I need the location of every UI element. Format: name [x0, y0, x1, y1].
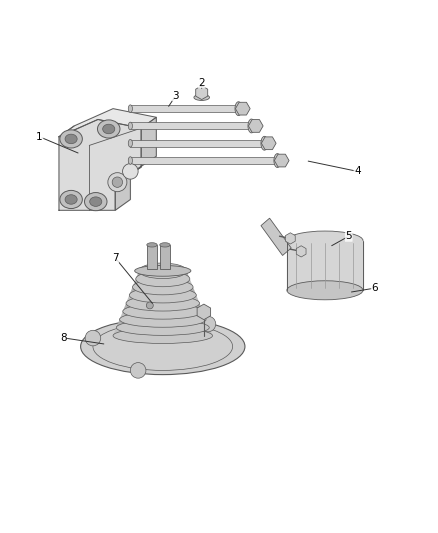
Polygon shape [286, 233, 295, 244]
Ellipse shape [113, 328, 212, 343]
Polygon shape [261, 218, 291, 255]
Ellipse shape [129, 287, 196, 303]
Polygon shape [248, 119, 263, 132]
Polygon shape [126, 295, 200, 303]
Text: 3: 3 [173, 91, 179, 101]
Polygon shape [197, 304, 211, 320]
Ellipse shape [194, 94, 209, 100]
Polygon shape [147, 245, 157, 269]
Ellipse shape [81, 318, 245, 375]
Text: 2: 2 [198, 78, 205, 88]
Polygon shape [296, 246, 306, 257]
Polygon shape [131, 157, 275, 164]
Ellipse shape [274, 154, 281, 167]
Polygon shape [120, 311, 206, 319]
Polygon shape [115, 117, 156, 211]
Polygon shape [196, 86, 208, 100]
Circle shape [200, 316, 216, 332]
Ellipse shape [102, 124, 115, 134]
Circle shape [131, 362, 146, 378]
Polygon shape [59, 109, 156, 137]
Ellipse shape [120, 312, 206, 327]
Circle shape [108, 173, 127, 192]
Polygon shape [123, 303, 203, 311]
Polygon shape [131, 105, 236, 112]
Ellipse shape [248, 119, 255, 133]
Polygon shape [236, 102, 250, 115]
Text: 6: 6 [371, 283, 378, 293]
Polygon shape [160, 245, 170, 269]
Polygon shape [129, 287, 196, 295]
Polygon shape [274, 154, 289, 167]
Ellipse shape [65, 195, 77, 204]
Polygon shape [131, 140, 262, 147]
Polygon shape [113, 328, 212, 336]
Ellipse shape [60, 190, 82, 208]
Polygon shape [136, 271, 190, 279]
Circle shape [85, 330, 101, 346]
Polygon shape [287, 240, 363, 290]
Polygon shape [117, 319, 209, 328]
Polygon shape [133, 279, 193, 287]
Ellipse shape [98, 120, 120, 138]
Text: 5: 5 [346, 231, 352, 241]
Ellipse shape [128, 105, 132, 112]
Ellipse shape [123, 304, 203, 319]
Ellipse shape [117, 320, 209, 335]
Text: 1: 1 [36, 132, 43, 142]
Ellipse shape [85, 192, 107, 211]
Polygon shape [261, 137, 276, 150]
Ellipse shape [133, 279, 193, 295]
Ellipse shape [134, 265, 191, 276]
Polygon shape [59, 119, 141, 211]
Ellipse shape [128, 157, 132, 164]
Text: 8: 8 [60, 333, 67, 343]
Ellipse shape [261, 136, 268, 150]
Circle shape [112, 177, 123, 188]
Ellipse shape [160, 243, 170, 247]
Text: 4: 4 [354, 166, 361, 176]
Ellipse shape [136, 271, 190, 287]
Ellipse shape [126, 295, 200, 311]
Ellipse shape [147, 243, 157, 247]
Ellipse shape [60, 130, 82, 148]
Circle shape [123, 164, 138, 179]
Ellipse shape [139, 263, 187, 279]
Ellipse shape [90, 197, 102, 206]
Ellipse shape [65, 134, 77, 144]
Ellipse shape [287, 281, 363, 300]
Ellipse shape [128, 140, 132, 147]
Polygon shape [131, 123, 249, 130]
Ellipse shape [235, 102, 242, 116]
Text: 7: 7 [112, 253, 119, 263]
Ellipse shape [128, 122, 132, 130]
Ellipse shape [287, 231, 363, 250]
Circle shape [146, 302, 153, 309]
